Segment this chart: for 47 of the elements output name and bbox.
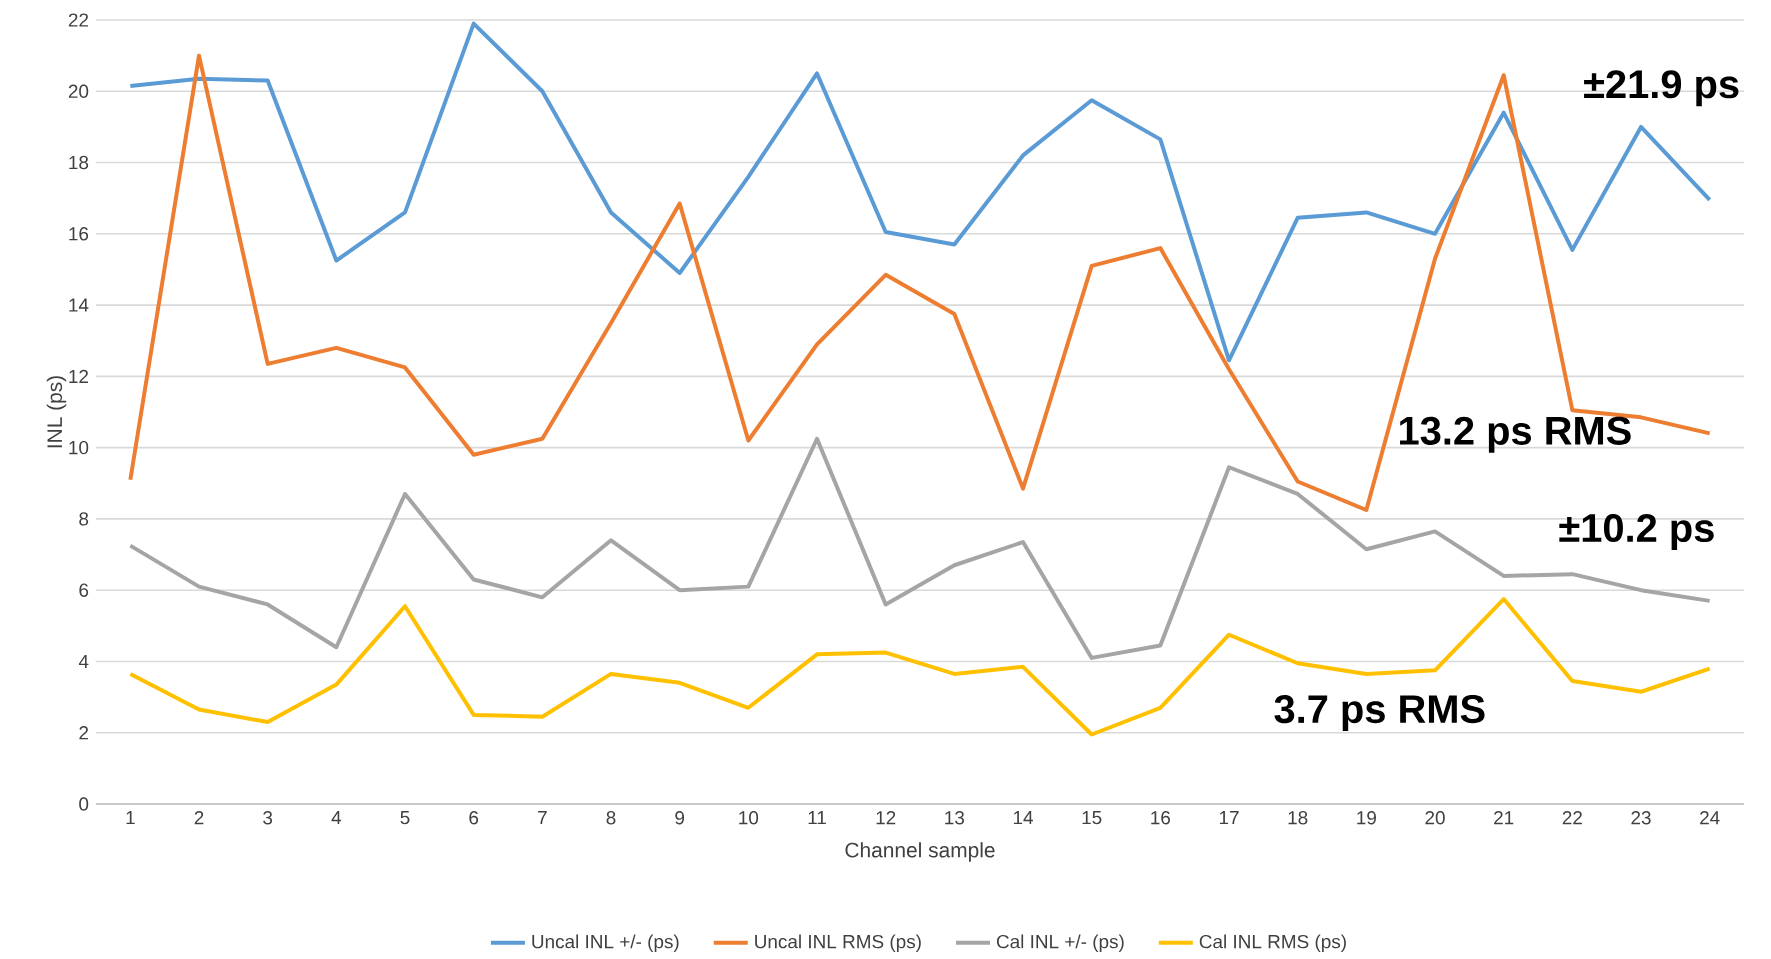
y-tick-label: 18 [69,155,89,170]
line-series [128,597,1712,737]
x-tick-label: 10 [739,810,759,825]
y-axis-title: INL (ps) [46,376,67,448]
x-tick-label: 9 [675,810,685,825]
x-tick-label: 20 [1425,810,1445,825]
x-tick-label: 5 [400,810,410,825]
y-tick-label: 12 [69,369,89,383]
annotation: 3.7 ps RMS [1274,694,1485,732]
x-tick-label: 4 [331,810,342,825]
y-tick-label: 0 [79,797,89,811]
x-tick-label: 2 [194,810,204,825]
x-tick-label: 24 [1700,810,1720,825]
annotation: ±10.2 ps [1559,513,1714,550]
y-tick-label: 14 [69,298,89,312]
y-tick-label: 16 [69,227,89,241]
legend-label: Cal INL +/- (ps) [996,934,1124,953]
y-tick-label: 2 [79,726,89,740]
legend-label: Cal INL RMS (ps) [1199,934,1346,953]
y-tick-label: 6 [79,583,89,597]
x-tick-label: 16 [1151,810,1171,825]
x-tick-label: 13 [945,810,965,825]
x-tick-label: 1 [126,810,135,825]
y-tick-label: 10 [69,440,89,455]
x-axis-title: Channel sample [845,842,995,862]
y-tick-label: 4 [78,654,89,668]
x-tick-label: 15 [1082,810,1102,825]
x-tick-label: 7 [538,810,547,825]
annotation: 13.2 ps RMS [1400,416,1631,453]
x-tick-label: 6 [469,810,479,825]
y-tick-label: 8 [79,512,89,526]
x-tick-label: 12 [876,810,896,825]
x-tick-label: 11 [808,810,826,825]
x-tick-label: 3 [263,810,273,825]
x-tick-label: 14 [1013,810,1033,825]
x-tick-label: 19 [1357,810,1376,825]
x-tick-label: 18 [1288,810,1308,825]
annotation: ±21.9 ps [1584,70,1739,107]
y-tick-label: 20 [68,84,89,98]
x-tick-label: 8 [606,810,616,825]
legend-label: Uncal INL +/- (ps) [532,934,679,953]
x-tick-label: 22 [1562,810,1582,825]
y-tick-label: 22 [68,13,89,27]
x-tick-label: 17 [1219,810,1239,825]
x-tick-label: 21 [1494,810,1514,825]
x-tick-label: 23 [1631,810,1651,825]
legend-label: Uncal INL RMS (ps) [755,934,921,953]
